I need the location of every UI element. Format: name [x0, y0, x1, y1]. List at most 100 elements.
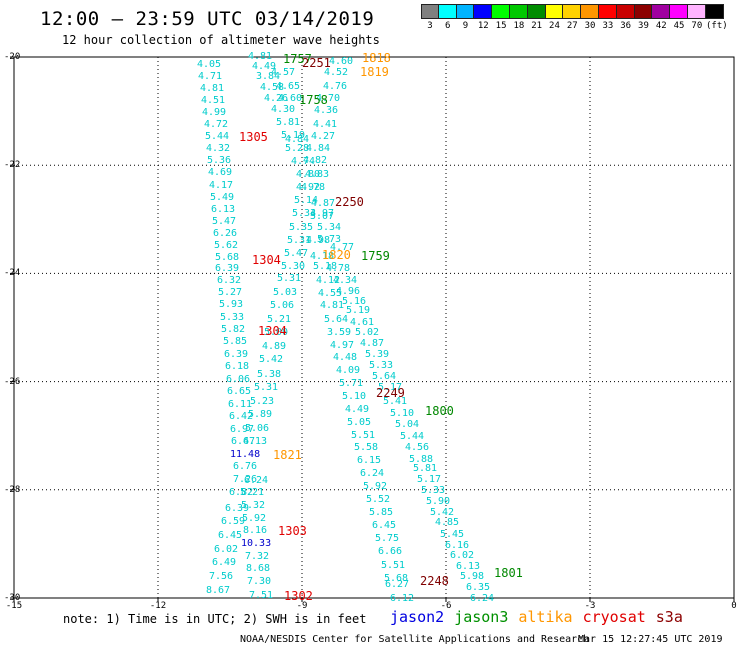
legend-label: 36: [620, 21, 632, 31]
wave-height-value: 4.98: [306, 235, 331, 246]
y-tick-label: -20: [4, 52, 21, 62]
wave-height-value: 8.67: [206, 585, 231, 596]
wave-height-value: 5.68: [215, 252, 240, 263]
wave-height-value: 4.76: [323, 81, 348, 92]
legend-bin: 21: [527, 4, 546, 31]
wave-height-value: 5.73: [317, 234, 342, 245]
wave-height-value: 5.92: [363, 481, 388, 492]
wave-height-value: 5.14: [294, 195, 319, 206]
wave-height-value: 4.84: [285, 134, 310, 145]
wave-height-value: 3.59: [327, 327, 352, 338]
wave-height-value: 5.45: [440, 529, 465, 540]
wave-height-value: 6.76: [233, 461, 258, 472]
legend-label: 45: [673, 21, 685, 31]
wave-height-value: 4.48: [333, 352, 358, 363]
wave-height-value: 4.81: [248, 51, 273, 62]
legend-bin: 9: [456, 4, 475, 31]
wave-height-value: 6.39: [224, 349, 249, 360]
wave-height-value: 5.85: [223, 336, 248, 347]
pass-time-label: 1757: [283, 52, 312, 66]
wave-height-value: 6.42: [229, 411, 254, 422]
wave-height-value: 4.58: [260, 82, 285, 93]
y-tick-label: -30: [4, 593, 21, 603]
wave-height-value: 5.71: [339, 378, 364, 389]
wave-height-value: 6.24: [360, 468, 385, 479]
wave-height-value: 6.12: [390, 593, 415, 604]
wave-height-value: 5.39: [365, 349, 390, 360]
wave-height-value: 4.55: [318, 288, 343, 299]
wave-height-value: 4.49: [252, 61, 277, 72]
mission-label: s3a: [655, 608, 683, 626]
wave-height-value: 6.35: [466, 582, 491, 593]
wave-height-value: 6.32: [217, 275, 242, 286]
legend-label: 27: [566, 21, 578, 31]
wave-height-value: 4.27: [311, 131, 336, 142]
legend-label: 39: [638, 21, 649, 31]
wave-height-value: 6.24: [470, 593, 495, 604]
legend-bin: [705, 4, 724, 31]
wave-height-value: 4.72: [204, 119, 229, 130]
wave-height-value: 5.88: [409, 454, 434, 465]
wave-height-value: 4.61: [350, 317, 375, 328]
x-tick-label: -3: [584, 601, 596, 611]
legend-bin: 12: [474, 4, 493, 31]
wave-height-value: 5.81: [276, 117, 301, 128]
wave-height-value: 5.52: [366, 494, 391, 505]
legend-swatch: [670, 4, 688, 19]
wave-height-value: 7.56: [209, 571, 234, 582]
wave-height-value: 4.80: [296, 169, 321, 180]
wave-height-value: 5.49: [210, 192, 235, 203]
wave-height-value: 4.52: [324, 67, 349, 78]
pass-time-label: 1801: [494, 566, 523, 580]
wave-height-value: 6.24: [244, 475, 269, 486]
wave-height-value: 4.05: [197, 59, 222, 70]
wave-height-value: 5.92: [242, 513, 267, 524]
wave-height-value: 4.49: [345, 404, 370, 415]
wave-height-value: 4.84: [306, 143, 331, 154]
x-tick-label: -9: [296, 601, 308, 611]
legend-label: 21: [531, 21, 543, 31]
wave-height-value: 5.27: [218, 287, 243, 298]
wave-height-value: 5.33: [220, 312, 245, 323]
legend-bin: 3: [421, 4, 439, 31]
wave-height-value: 4.92: [296, 182, 321, 193]
mission-label: jason2: [390, 608, 445, 626]
wave-height-value: 5.33: [421, 485, 446, 496]
wave-height-value: 5.18: [313, 261, 338, 272]
legend-swatch: [598, 4, 617, 19]
wave-height-value: 5.44: [205, 131, 230, 142]
wave-height-value: 4.83: [305, 169, 330, 180]
wave-height-value: 4.77: [330, 242, 355, 253]
legend-bin: 36: [616, 4, 635, 31]
legend-swatch: [492, 4, 510, 19]
wave-height-value: 5.51: [381, 560, 406, 571]
legend-swatch: [421, 4, 439, 19]
wave-height-value: 5.04: [395, 419, 420, 430]
legend-bin: 6: [438, 4, 457, 31]
legend-unit: (ft): [706, 21, 728, 31]
wave-height-value: 4.69: [208, 167, 233, 178]
pass-time-label: 1759: [361, 249, 390, 263]
wave-height-value: 5.17: [417, 474, 442, 485]
wave-height-value: 4.12: [316, 275, 341, 286]
wave-height-value: 5.82: [221, 324, 246, 335]
pass-time-label: 1820: [322, 248, 351, 262]
pass-time-label: 1302: [284, 589, 313, 603]
legend-swatch: [527, 4, 546, 19]
wave-height-value: 6.16: [445, 540, 470, 551]
legend-swatch: [687, 4, 706, 19]
wave-height-value: 5.64: [372, 371, 397, 382]
wave-height-value: 4.78: [301, 182, 326, 193]
legend-label: 12: [477, 21, 489, 31]
wave-height-value: 7.32: [245, 551, 270, 562]
wave-height-value: 5.23: [250, 396, 275, 407]
wave-height-value: 3.84: [256, 71, 281, 82]
wave-height-value: 6.45: [372, 520, 397, 531]
mission-label: cryosat: [582, 608, 646, 626]
wave-height-value: 5.47: [212, 216, 237, 227]
pass-time-label: 1305: [239, 130, 268, 144]
axis-ticks: [10, 56, 735, 602]
wave-height-value: 5.68: [384, 573, 409, 584]
legend-bin: 15: [492, 4, 510, 31]
mission-legend: jason2 jason3 altika cryosat s3a: [390, 608, 683, 626]
